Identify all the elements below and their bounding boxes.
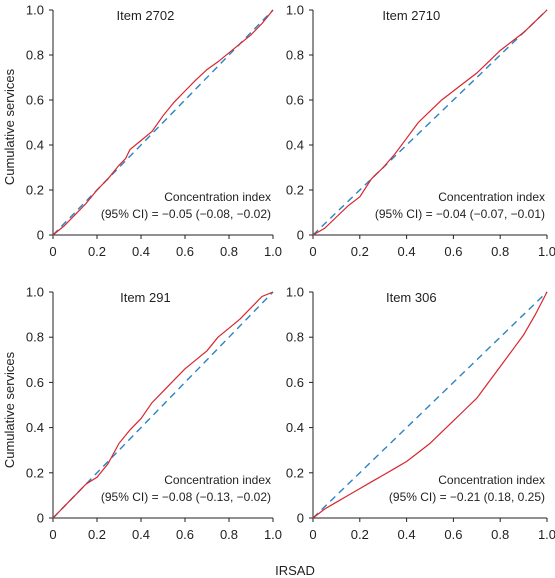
panel-4-x-tick-label: 0	[309, 527, 316, 542]
panel-3-y-tick-label: 0.6	[26, 375, 44, 390]
panel-1-annotation-line: (95% CI) = −0.05 (−0.08, −0.02)	[101, 207, 271, 221]
panel-2-y-tick-label: 0.4	[286, 138, 304, 153]
panel-2-y-tick-label: 0.2	[286, 183, 304, 198]
panel-3-x-tick-label: 1.0	[264, 527, 282, 542]
panel-3-x-tick-label: 0.4	[132, 527, 150, 542]
panel-4-x-tick-label: 0.6	[444, 527, 462, 542]
panel-1-x-tick-label: 0.8	[220, 244, 238, 259]
panel-3: 0 0.2 0.4 0.6 0.8 1.0 0 0.2 0.4 0.6 0.8 1.0 Item 291…	[26, 285, 282, 543]
x-axis-title: IRSAD	[275, 563, 315, 578]
panel-3-y-tick-label: 0.4	[26, 420, 44, 435]
panel-3-annotation-line: Concentration index	[164, 473, 271, 487]
panel-1-title: Item 2702	[116, 8, 174, 23]
panel-3-annotation-line: (95% CI) = −0.08 (−0.13, −0.02)	[101, 490, 271, 504]
panel-2-annotation-line: Concentration index	[438, 190, 545, 204]
panel-4-x-tick-label: 0.4	[398, 527, 416, 542]
panel-1-x-tick-label: 0.4	[132, 244, 150, 259]
panel-4-x-tick-label: 1.0	[538, 527, 555, 542]
panel-3-y-tick-label: 1.0	[26, 285, 44, 300]
panel-1-y-tick-label: 0.8	[26, 48, 44, 63]
panel-4-y-tick-label: 0	[297, 511, 304, 526]
panel-4-annotation-line: Concentration index	[438, 473, 545, 487]
panel-4-y-tick-label: 0.8	[286, 330, 304, 345]
y-axis-title-top: Cumulative services	[2, 68, 17, 185]
panel-1-y-tick-label: 0.6	[26, 93, 44, 108]
panels: 0 0.2 0.4 0.6 0.8 1.0 0 0.2 0.4 0.6 0.8 1.0 Item 270…	[26, 3, 555, 543]
panel-1-x-tick-label: 0.2	[88, 244, 106, 259]
panel-2-y-tick-label: 1.0	[286, 3, 304, 18]
y-axis-title-bottom: Cumulative services	[2, 351, 17, 468]
panel-2-annotation-line: (95% CI) = −0.04 (−0.07, −0.01)	[375, 207, 545, 221]
panel-2-y-tick-label: 0	[297, 228, 304, 243]
panel-3-y-tick-label: 0.8	[26, 330, 44, 345]
panel-2: 0 0.2 0.4 0.6 0.8 1.0 0 0.2 0.4 0.6 0.8 1.0 Item 271…	[286, 3, 555, 260]
panel-4-y-tick-label: 0.4	[286, 420, 304, 435]
panel-1-y-tick-label: 0	[37, 228, 44, 243]
panel-1-y-tick-label: 1.0	[26, 3, 44, 18]
panel-3-y-tick-label: 0.2	[26, 465, 44, 480]
panel-4-concentration-curve	[312, 291, 548, 519]
panel-4-x-tick-label: 0.2	[351, 527, 369, 542]
panel-1-x-tick-label: 0.6	[176, 244, 194, 259]
panel-3-line-of-equality	[52, 291, 274, 519]
panel-2-x-tick-label: 0.4	[398, 244, 416, 259]
panel-2-y-tick-label: 0.6	[286, 93, 304, 108]
panel-2-x-tick-label: 0	[309, 244, 316, 259]
panel-1-x-tick-label: 0	[49, 244, 56, 259]
panel-1-concentration-curve	[52, 9, 274, 236]
panel-2-line-of-equality	[312, 9, 548, 236]
panel-3-x-tick-label: 0	[49, 527, 56, 542]
panel-4-x-tick-label: 0.8	[491, 527, 509, 542]
panel-3-title: Item 291	[120, 290, 171, 305]
panel-3-concentration-curve	[52, 291, 274, 519]
panel-4: 0 0.2 0.4 0.6 0.8 1.0 0 0.2 0.4 0.6 0.8 1.0 Item 306…	[286, 285, 555, 543]
panel-4-title: Item 306	[386, 290, 437, 305]
panel-3-x-tick-label: 0.6	[176, 527, 194, 542]
panel-1-line-of-equality	[52, 9, 274, 236]
panel-2-title: Item 2710	[382, 8, 440, 23]
panel-2-x-tick-label: 0.8	[491, 244, 509, 259]
panel-4-y-tick-label: 0.2	[286, 465, 304, 480]
panel-3-x-tick-label: 0.2	[88, 527, 106, 542]
panel-3-y-tick-label: 0	[37, 511, 44, 526]
panel-2-x-tick-label: 1.0	[538, 244, 555, 259]
panel-4-annotation-line: (95% CI) = −0.21 (0.18, 0.25)	[389, 490, 545, 504]
panel-4-line-of-equality	[312, 291, 548, 519]
panel-2-y-tick-label: 0.8	[286, 48, 304, 63]
panel-2-x-tick-label: 0.6	[444, 244, 462, 259]
panel-4-y-tick-label: 0.6	[286, 375, 304, 390]
panel-2-x-tick-label: 0.2	[351, 244, 369, 259]
panel-3-x-tick-label: 0.8	[220, 527, 238, 542]
panel-2-concentration-curve	[312, 9, 548, 236]
panel-4-y-tick-label: 1.0	[286, 285, 304, 300]
panel-1-x-tick-label: 1.0	[264, 244, 282, 259]
panel-1-y-tick-label: 0.4	[26, 138, 44, 153]
panel-1-y-tick-label: 0.2	[26, 183, 44, 198]
panel-1: 0 0.2 0.4 0.6 0.8 1.0 0 0.2 0.4 0.6 0.8 1.0 Item 270…	[26, 3, 282, 260]
panel-1-annotation-line: Concentration index	[164, 190, 271, 204]
